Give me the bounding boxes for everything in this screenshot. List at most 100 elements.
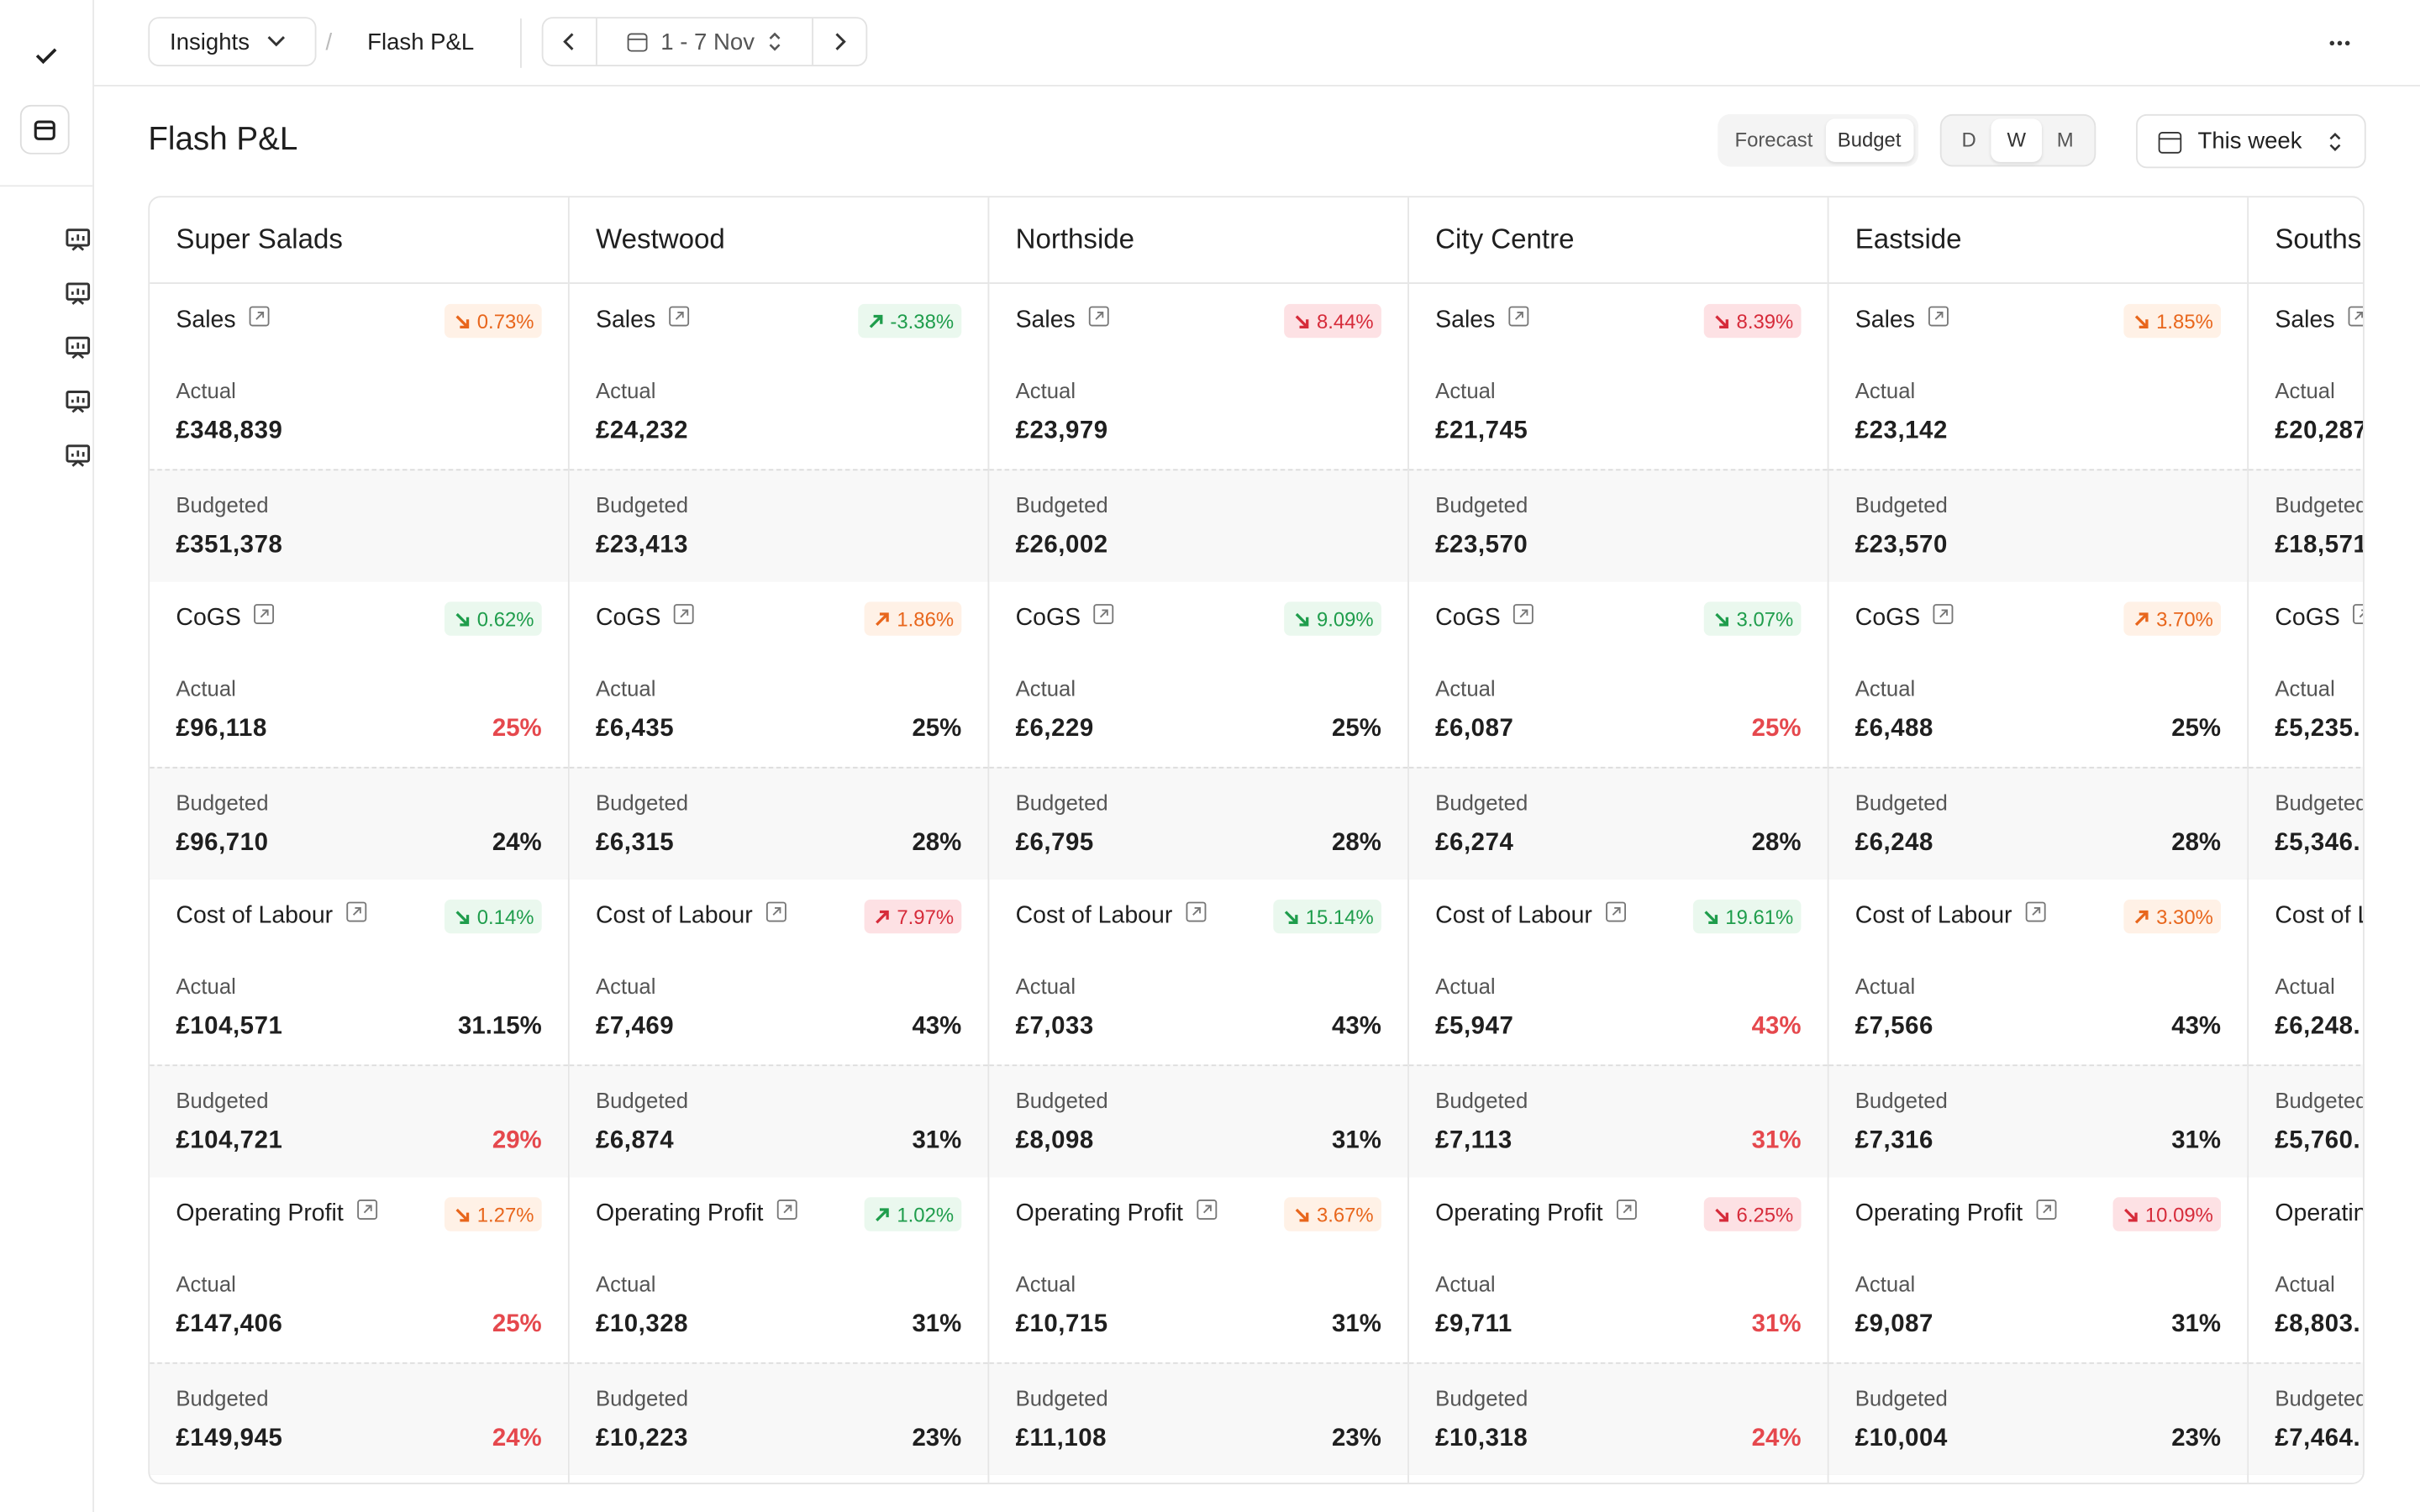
actual-label: Actual (1854, 973, 1916, 999)
section-dropdown[interactable]: Insights (148, 17, 317, 66)
open-link[interactable] (1933, 603, 1954, 633)
actual-pct: 43% (1751, 1013, 1802, 1040)
store-button[interactable] (19, 104, 70, 155)
open-link[interactable] (2353, 603, 2364, 633)
budgeted-label: Budgeted (176, 1385, 269, 1410)
budget-block: Budgeted £10,318 24% (1408, 1362, 1828, 1475)
mode-option[interactable]: Budget (1825, 118, 1914, 162)
budgeted-value: £6,274 (1435, 830, 1514, 857)
metric-header: Sales (1016, 306, 1110, 335)
actual-pct: 31% (1751, 1311, 1802, 1338)
budget-block: Budgeted £6,315 28% (569, 766, 988, 879)
actual-label: Actual (2275, 973, 2335, 999)
open-link[interactable] (355, 1199, 377, 1228)
budgeted-value: £23,570 (1435, 532, 1528, 559)
actual-value: £8,803. (2275, 1311, 2361, 1338)
budgeted-value: £18,571 (2275, 532, 2365, 559)
open-link[interactable] (345, 901, 367, 931)
check-icon[interactable] (31, 40, 62, 71)
actual-value: £7,566 (1854, 1013, 1933, 1040)
metric-label: CoGS (2275, 604, 2340, 631)
metric-label: Sales (1015, 306, 1076, 333)
actual-value: £6,435 (595, 716, 675, 743)
budget-block: Budgeted £10,223 23% (569, 1362, 988, 1475)
budgeted-value: £6,248 (1854, 830, 1933, 857)
metric-label: CoGS (176, 604, 241, 631)
open-link[interactable] (2024, 901, 2046, 931)
open-link[interactable] (2035, 1199, 2057, 1228)
budgeted-value: £5,346. (2275, 830, 2361, 857)
actual-pct: 43% (2171, 1013, 2222, 1040)
more-button[interactable] (2328, 37, 2352, 50)
budgeted-pct: 28% (2171, 830, 2222, 857)
actual-pct: 25% (1332, 716, 1381, 743)
open-link[interactable] (1928, 306, 1949, 335)
open-link[interactable] (776, 1199, 797, 1228)
open-link[interactable] (1507, 306, 1529, 335)
change-badge: 3.67% (1284, 1197, 1381, 1231)
open-link[interactable] (2347, 306, 2364, 335)
open-link[interactable] (673, 603, 695, 633)
actual-value: £21,745 (1435, 417, 1528, 444)
metric-label: Cost of Labour (1015, 901, 1173, 928)
budget-block: Budgeted £7,113 31% (1408, 1064, 1828, 1178)
next-button[interactable] (812, 18, 865, 66)
actual-value: £20,287 (2275, 417, 2365, 444)
metric-label: Sales (595, 306, 656, 333)
actual-value: £5,235. (2275, 716, 2361, 743)
actual-value: £6,229 (1015, 716, 1094, 743)
mode-option[interactable]: Forecast (1734, 128, 1813, 152)
open-link[interactable] (1093, 603, 1115, 633)
open-link[interactable] (1185, 901, 1207, 931)
open-link[interactable] (1605, 901, 1627, 931)
budgeted-pct: 24% (1751, 1425, 1802, 1452)
open-link[interactable] (254, 603, 276, 633)
actual-block: Sales 0.73% Actual £348,839 (150, 284, 568, 469)
budgeted-label: Budgeted (2275, 1087, 2365, 1113)
budgeted-value: £7,113 (1435, 1127, 1512, 1154)
metric-header: Operating Profit (1435, 1199, 1637, 1228)
range-picker[interactable]: This week (2136, 113, 2366, 169)
metric-header: CoGS (1016, 603, 1115, 633)
period-option[interactable]: W (1991, 118, 2042, 162)
open-link[interactable] (1087, 306, 1109, 335)
change-badge: 1.85% (2123, 303, 2222, 339)
metric-header: Operating Profit (596, 1199, 797, 1228)
metric-section: Cost of Labour 19.61% Actual £5,947 43% Budge… (1408, 879, 1828, 1178)
budget-block: Budgeted £26,002 (989, 469, 1408, 582)
open-link[interactable] (1196, 1199, 1218, 1228)
actual-value: £6,248. (2275, 1013, 2361, 1040)
budget-block: Budgeted £18,571 (2249, 469, 2365, 582)
actual-label: Actual (595, 1271, 656, 1296)
location-name: Super Salads (150, 197, 568, 284)
metric-section: Sales -3.38% Actual £24,232 Budgeted £23,413 (569, 284, 988, 582)
open-link[interactable] (248, 306, 270, 335)
actual-block: Cost of L Actual £6,248. (2249, 879, 2363, 1064)
open-link[interactable] (668, 306, 690, 335)
budget-block: Budgeted £96,710 24% (150, 766, 568, 879)
metric-header: Cost of Labour (176, 901, 366, 931)
change-value: 10.09% (2144, 1202, 2213, 1226)
budgeted-value: £6,315 (595, 830, 675, 857)
budgeted-value: £10,004 (1854, 1425, 1948, 1452)
budgeted-pct: 23% (2171, 1425, 2222, 1452)
actual-value: £147,406 (176, 1311, 283, 1338)
period-option[interactable]: D (1961, 128, 1976, 152)
budgeted-label: Budgeted (595, 1087, 689, 1113)
date-picker[interactable]: 1 - 7 Nov (597, 29, 812, 55)
metric-section: Cost of Labour 0.14% Actual £104,571 31.15% B… (150, 879, 568, 1178)
metric-header: Operating Profit (176, 1199, 377, 1228)
change-badge: 8.39% (1703, 303, 1802, 339)
location-column: City Centre Sales 8.39% Actual £21,745 Budget… (1408, 197, 1829, 1483)
period-option[interactable]: M (2056, 128, 2074, 152)
open-link[interactable] (765, 901, 786, 931)
budgeted-label: Budgeted (1854, 491, 1948, 517)
metric-section: Cost of Labour 15.14% Actual £7,033 43% Budge… (989, 879, 1408, 1178)
actual-value: £9,087 (1854, 1311, 1933, 1338)
open-link[interactable] (1512, 603, 1534, 633)
prev-button[interactable] (544, 18, 597, 66)
actual-block: CoGS 1.86% Actual £6,435 25% (570, 581, 988, 766)
metric-section: Sales 8.39% Actual £21,745 Budgeted £23,570 (1408, 284, 1828, 582)
open-link[interactable] (1615, 1199, 1637, 1228)
